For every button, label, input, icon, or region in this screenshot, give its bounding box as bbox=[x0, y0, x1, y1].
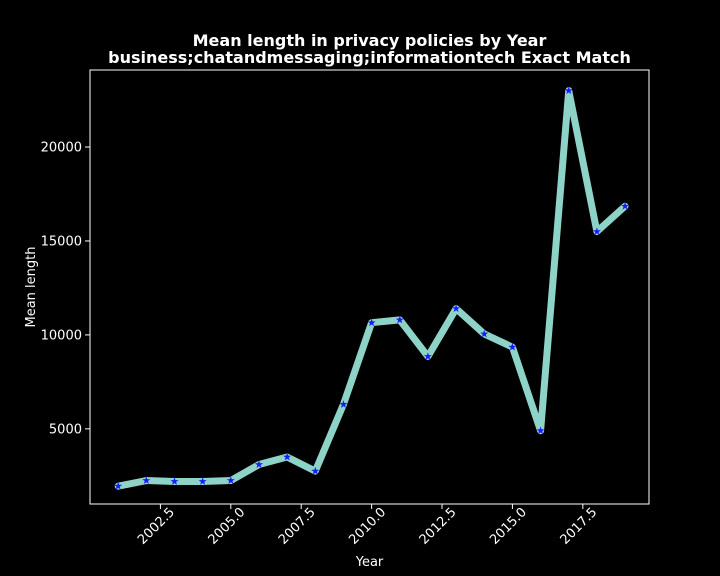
data-point-marker bbox=[423, 352, 432, 360]
data-point-marker bbox=[480, 329, 489, 338]
data-point-marker bbox=[564, 86, 573, 95]
data-point-marker bbox=[114, 481, 123, 490]
data-point-marker bbox=[283, 452, 292, 461]
data-point-marker bbox=[621, 202, 630, 210]
y-tick-label: 15000 bbox=[41, 234, 82, 249]
x-axis-label: Year bbox=[355, 555, 384, 570]
y-axis-label: Mean length bbox=[24, 247, 39, 328]
data-point-marker bbox=[339, 400, 348, 408]
data-point-marker bbox=[142, 476, 151, 484]
data-point-marker bbox=[536, 426, 545, 435]
plot-area bbox=[114, 86, 630, 490]
axes-frame bbox=[89, 69, 650, 505]
y-tick-label: 20000 bbox=[41, 141, 82, 156]
data-point-marker bbox=[254, 460, 263, 468]
y-tick-label: 10000 bbox=[41, 328, 82, 343]
y-axis-ticks: 5000 10000 15000 20000 bbox=[41, 141, 90, 437]
data-point-marker bbox=[226, 476, 235, 484]
y-tick-label: 5000 bbox=[49, 422, 82, 437]
data-point-marker bbox=[367, 318, 376, 327]
data-point-marker bbox=[198, 477, 207, 485]
data-point-marker bbox=[592, 227, 601, 235]
data-point-marker bbox=[452, 304, 461, 312]
chart-title-line-1: Mean length in privacy policies by Year bbox=[193, 31, 547, 50]
data-point-marker bbox=[395, 315, 404, 324]
data-point-marker bbox=[508, 342, 517, 351]
data-point-marker bbox=[170, 477, 179, 485]
chart-title-line-2: business;chatandmessaging;informationtec… bbox=[108, 48, 631, 67]
data-point-marker bbox=[311, 466, 320, 475]
